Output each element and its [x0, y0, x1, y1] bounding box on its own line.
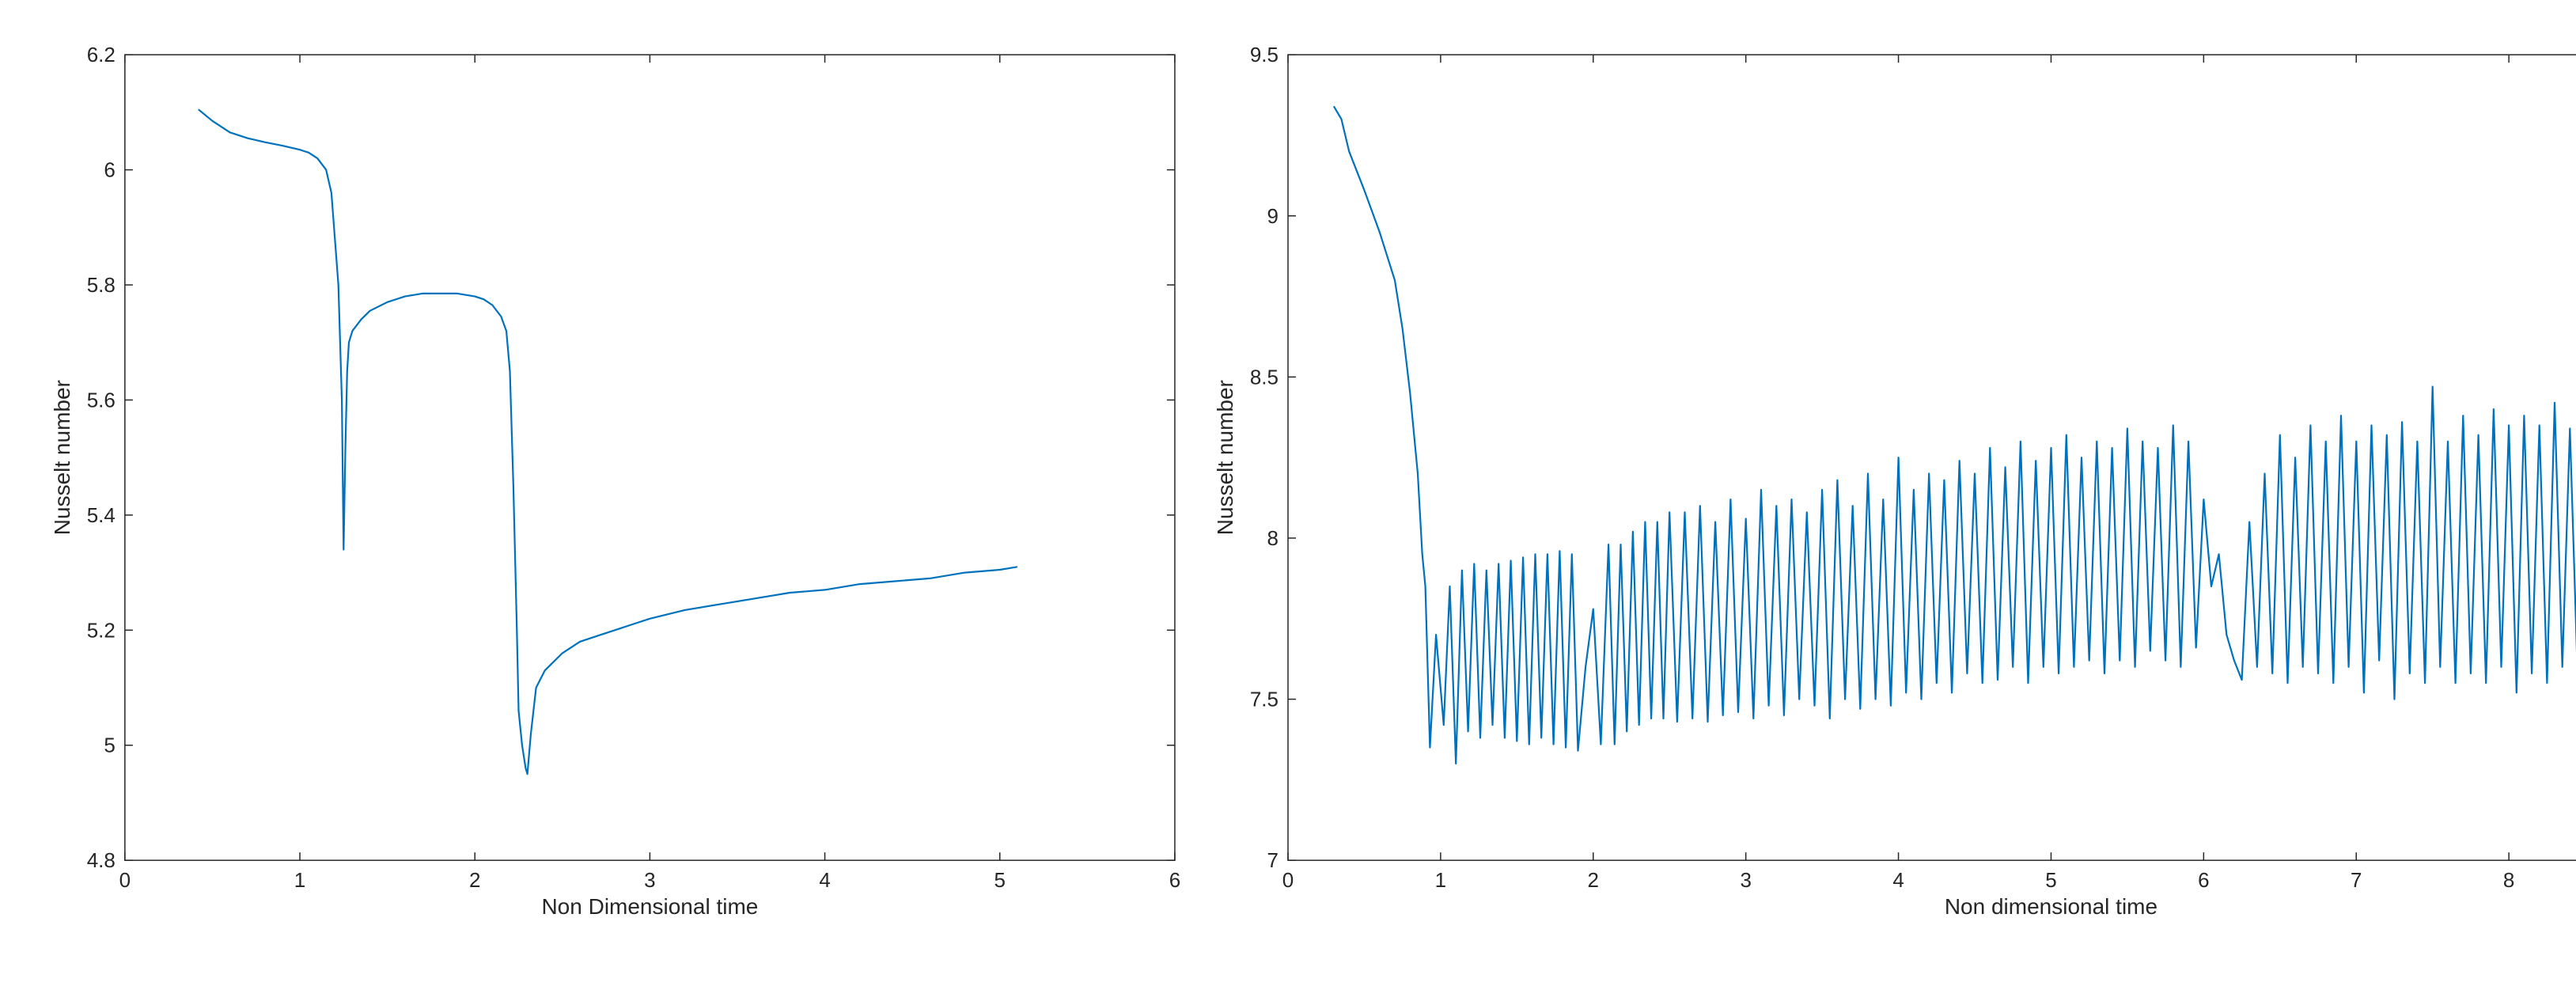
- y-tick-label: 6.2: [87, 43, 116, 66]
- x-tick-label: 0: [119, 868, 131, 892]
- x-tick-label: 3: [1740, 868, 1751, 892]
- y-tick-label: 5.4: [87, 503, 116, 527]
- x-tick-label: 6: [1169, 868, 1180, 892]
- y-tick-label: 5: [104, 734, 115, 757]
- x-tick-label: 4: [1892, 868, 1904, 892]
- axes-box: [1287, 54, 2576, 861]
- y-tick-label: 7: [1267, 848, 1279, 872]
- x-tick-label: 5: [994, 868, 1006, 892]
- y-tick-label: 9: [1267, 204, 1279, 228]
- x-tick-label: 7: [2351, 868, 2362, 892]
- x-axis-label: Non dimensional time: [1945, 894, 2157, 919]
- chart-left: 0 1 2 3 4 5 6 4.8 5 5.2 5.4 5.6 5.8 6 6.2 Non Dimension…: [50, 43, 1180, 919]
- y-tick-label: 7.5: [1250, 688, 1279, 711]
- y-tick-label: 9.5: [1250, 43, 1279, 66]
- x-tick-label: 2: [1588, 868, 1599, 892]
- y-tick-label: 5.6: [87, 388, 116, 411]
- series-line: [198, 108, 1018, 776]
- x-axis-label: Non Dimensional time: [541, 894, 758, 919]
- y-axis-label: Nusselt number: [1213, 380, 1237, 535]
- axes-box: [124, 54, 1176, 861]
- y-axis-label: Nusselt number: [50, 380, 74, 535]
- x-tick-label: 1: [294, 868, 305, 892]
- y-tick-label: 8.5: [1250, 365, 1279, 389]
- x-tick-label: 2: [469, 868, 480, 892]
- y-tick-label: 8: [1267, 526, 1279, 550]
- x-tick-label: 6: [2198, 868, 2209, 892]
- y-tick-label: 6: [104, 158, 115, 182]
- y-tick-label: 4.8: [87, 848, 116, 872]
- y-tick-label: 5.8: [87, 273, 116, 297]
- series-line: [1332, 105, 2576, 765]
- x-tick-label: 4: [819, 868, 830, 892]
- x-tick-label: 8: [2503, 868, 2514, 892]
- x-tick-label: 3: [644, 868, 655, 892]
- x-tick-label: 1: [1435, 868, 1446, 892]
- x-tick-label: 0: [1282, 868, 1294, 892]
- y-tick-label: 5.2: [87, 618, 116, 642]
- x-tick-label: 5: [2045, 868, 2056, 892]
